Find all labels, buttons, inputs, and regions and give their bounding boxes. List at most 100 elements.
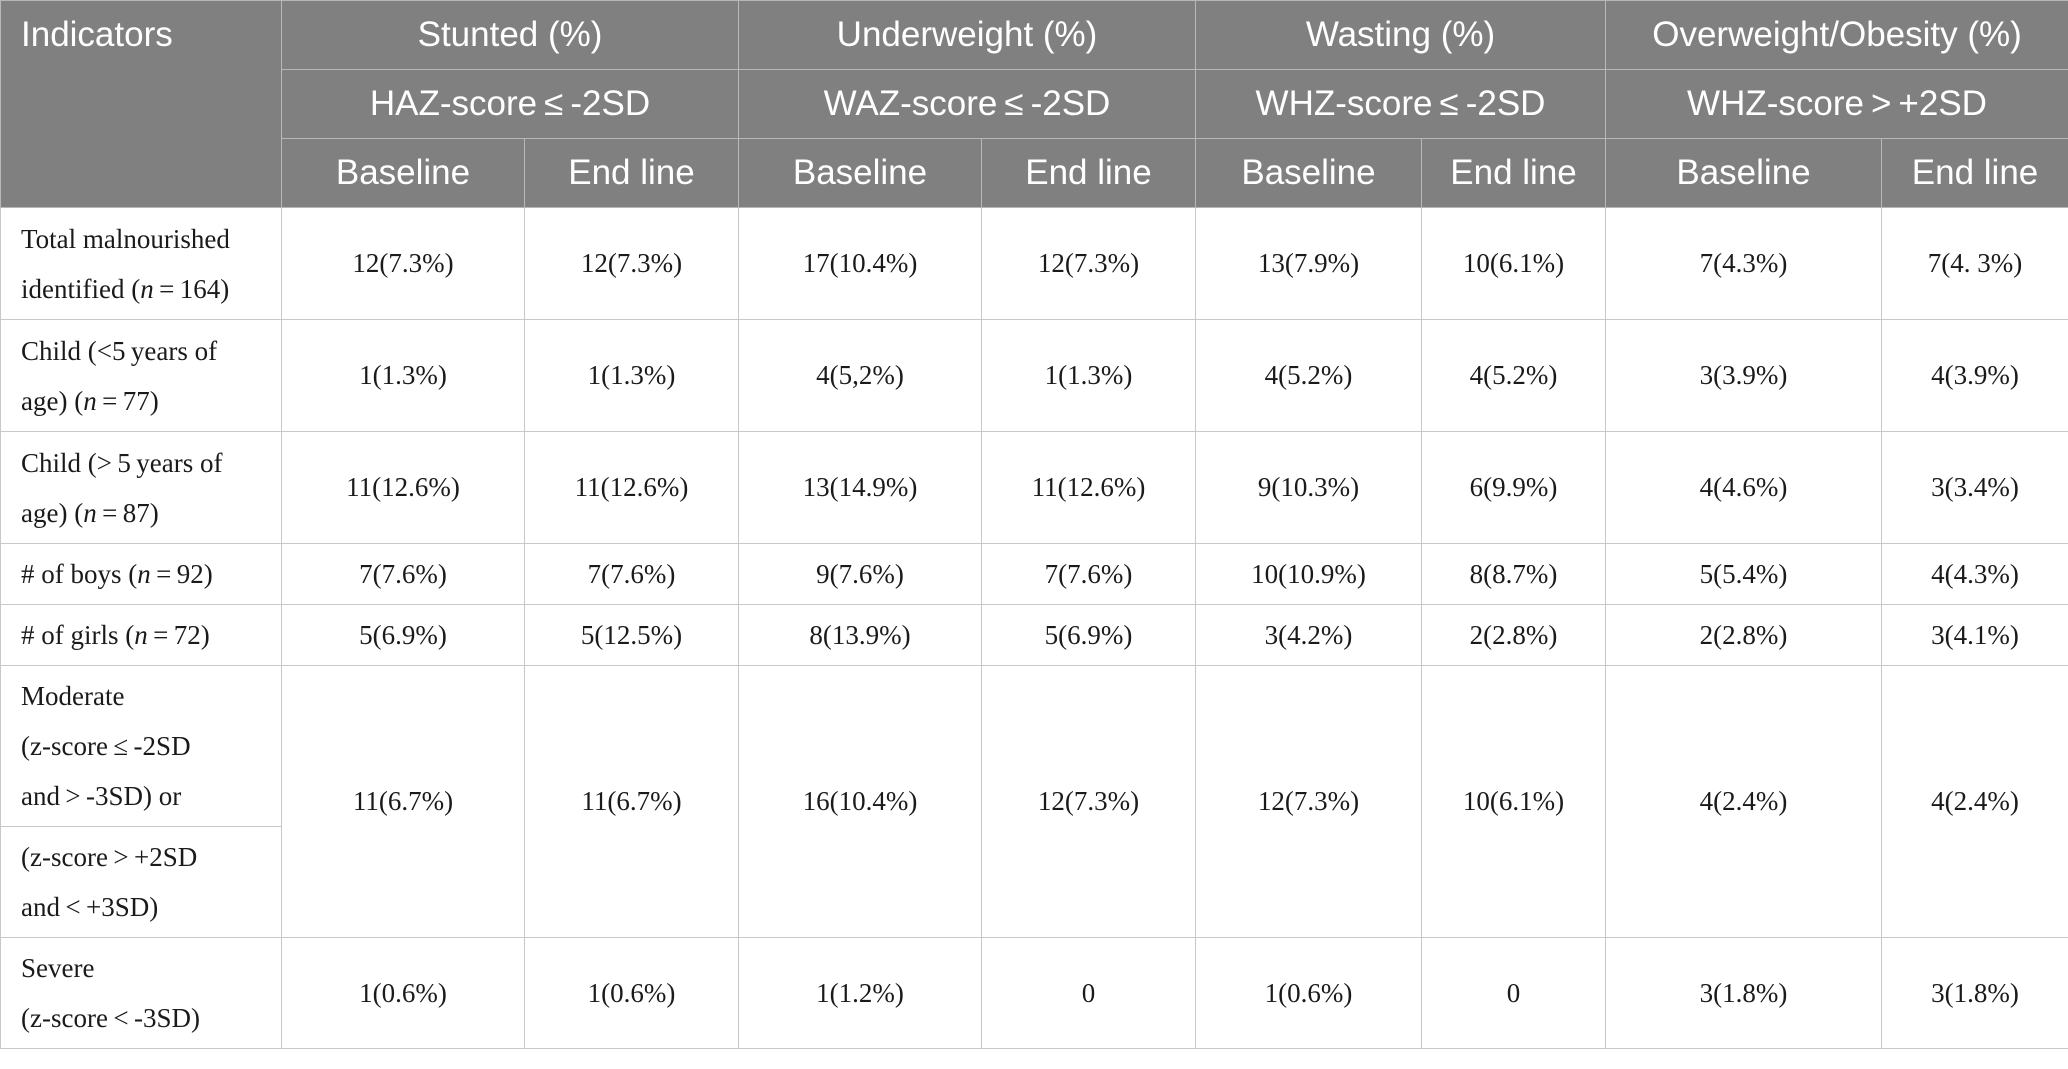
row-label: Child (> 5 years of age) (n = 87) [0,431,282,544]
table-row: Moderate (z-score ≤ -2SD and > -3SD) or … [0,665,2068,938]
period-endline: End line [981,138,1196,208]
cell-wasting-baseline: 1(0.6%) [1195,937,1422,1049]
cell-stunted-baseline: 12(7.3%) [281,207,525,320]
label-line: Moderate [21,681,125,711]
cell-wasting-endline: 0 [1420,937,1607,1049]
cell-overweight-baseline: 2(2.8%) [1605,604,1883,666]
table-body: Total malnourished identified (n = 164) … [0,207,2068,1049]
cell-underweight-endline: 0 [981,937,1196,1049]
criterion-wasting: WHZ-score ≤ -2SD [1194,69,1607,139]
period-baseline: Baseline [1195,138,1422,208]
cell-underweight-baseline: 1(1.2%) [738,937,982,1049]
cell-wasting-baseline: 10(10.9%) [1195,543,1422,605]
cell-wasting-baseline: 4(5.2%) [1195,319,1422,432]
cell-overweight-baseline: 7(4.3%) [1605,207,1883,320]
cell-stunted-endline: 7(7.6%) [524,543,739,605]
table-header: Indicators Stunted (%) Underweight (%) W… [0,0,2068,208]
criterion-overweight: WHZ-score > +2SD [1605,69,2068,139]
cell-overweight-baseline: 3(1.8%) [1605,937,1883,1049]
period-baseline: Baseline [1605,138,1883,208]
cell-underweight-baseline: 4(5,2%) [738,319,982,432]
cell-overweight-baseline: 4(2.4%) [1605,665,1883,938]
label-line: Total malnourished [21,223,230,254]
cell-underweight-endline: 1(1.3%) [981,319,1196,432]
cell-wasting-endline: 8(8.7%) [1420,543,1607,605]
row-label: Child (<5 years of age) (n = 77) [0,319,282,432]
row-label: (z-score > +2SD and < +3SD) [0,826,282,938]
cell-stunted-baseline: 11(6.7%) [281,665,525,938]
label-line: (z-score > +2SD [21,842,198,872]
cell-overweight-endline: 3(4.1%) [1881,604,2068,666]
cell-overweight-endline: 4(2.4%) [1881,665,2068,938]
cell-stunted-baseline: 1(0.6%) [281,937,525,1049]
criterion-underweight: WAZ-score ≤ -2SD [738,69,1196,139]
cell-stunted-endline: 1(0.6%) [524,937,739,1049]
cell-underweight-baseline: 17(10.4%) [738,207,982,320]
cell-stunted-baseline: 1(1.3%) [281,319,525,432]
label-line: Child (> 5 years of [21,447,223,478]
cell-overweight-endline: 4(3.9%) [1881,319,2068,432]
cell-underweight-endline: 11(12.6%) [981,431,1196,544]
header-row-criteria: HAZ-score ≤ -2SD WAZ-score ≤ -2SD WHZ-sc… [1,69,2068,139]
cell-stunted-endline: 11(6.7%) [524,665,739,938]
label-line: and > -3SD) or [21,781,182,811]
table-row: # of girls (n = 72) 5(6.9%) 5(12.5%) 8(1… [0,604,2068,666]
cell-overweight-baseline: 5(5.4%) [1605,543,1883,605]
header-row-periods: Baseline End line Baseline End line Base… [1,138,2068,208]
header-row-groups: Indicators Stunted (%) Underweight (%) W… [0,0,2068,208]
table-row: # of boys (n = 92) 7(7.6%) 7(7.6%) 9(7.6… [0,543,2068,605]
cell-wasting-baseline: 12(7.3%) [1195,665,1422,938]
table-row: Total malnourished identified (n = 164) … [0,207,2068,320]
cell-underweight-endline: 7(7.6%) [981,543,1196,605]
cell-wasting-endline: 4(5.2%) [1420,319,1607,432]
cell-stunted-endline: 11(12.6%) [524,431,739,544]
cell-underweight-baseline: 9(7.6%) [738,543,982,605]
group-header-overweight: Overweight/Obesity (%) [1605,0,2068,70]
cell-stunted-endline: 1(1.3%) [524,319,739,432]
group-header-wasting: Wasting (%) [1194,0,1607,70]
cell-wasting-endline: 6(9.9%) [1420,431,1607,544]
cell-wasting-baseline: 9(10.3%) [1195,431,1422,544]
cell-stunted-endline: 12(7.3%) [524,207,739,320]
label-line: Severe [21,953,95,983]
cell-stunted-baseline: 11(12.6%) [281,431,525,544]
period-endline: End line [1420,138,1607,208]
cell-stunted-baseline: 7(7.6%) [281,543,525,605]
group-header-stunted: Stunted (%) [281,0,739,70]
table-row: Severe (z-score < -3SD) 1(0.6%) 1(0.6%) … [0,937,2068,1049]
period-endline: End line [1881,138,2068,208]
criterion-stunted: HAZ-score ≤ -2SD [281,69,739,139]
table-row: Child (> 5 years of age) (n = 87) 11(12.… [0,431,2068,544]
table-row: (z-score > +2SD and < +3SD) [0,826,2068,938]
period-baseline: Baseline [738,138,982,208]
cell-stunted-endline: 5(12.5%) [524,604,739,666]
cell-overweight-baseline: 4(4.6%) [1605,431,1883,544]
cell-wasting-endline: 10(6.1%) [1420,665,1607,938]
cell-underweight-endline: 12(7.3%) [981,207,1196,320]
row-label: Severe (z-score < -3SD) [0,937,282,1049]
cell-overweight-endline: 3(3.4%) [1881,431,2068,544]
label-line: (z-score < -3SD) [21,1003,200,1033]
cell-underweight-endline: 5(6.9%) [981,604,1196,666]
label-line: age) (n = 77) [21,385,159,416]
cell-underweight-endline: 12(7.3%) [981,665,1196,938]
cell-underweight-baseline: 13(14.9%) [738,431,982,544]
table-row: Child (<5 years of age) (n = 77) 1(1.3%)… [0,319,2068,432]
row-label: # of boys (n = 92) [0,543,282,605]
cell-overweight-endline: 3(1.8%) [1881,937,2068,1049]
row-label: # of girls (n = 72) [0,604,282,666]
label-line: identified (n = 164) [21,273,230,304]
cell-overweight-endline: 4(4.3%) [1881,543,2068,605]
cell-underweight-baseline: 16(10.4%) [738,665,982,938]
cell-underweight-baseline: 8(13.9%) [738,604,982,666]
period-baseline: Baseline [281,138,525,208]
label-line: Child (<5 years of [21,335,218,366]
indicators-header: Indicators [0,0,282,208]
period-endline: End line [524,138,739,208]
cell-wasting-endline: 10(6.1%) [1420,207,1607,320]
cell-wasting-baseline: 3(4.2%) [1195,604,1422,666]
cell-wasting-baseline: 13(7.9%) [1195,207,1422,320]
label-line: age) (n = 87) [21,497,159,528]
cell-wasting-endline: 2(2.8%) [1420,604,1607,666]
